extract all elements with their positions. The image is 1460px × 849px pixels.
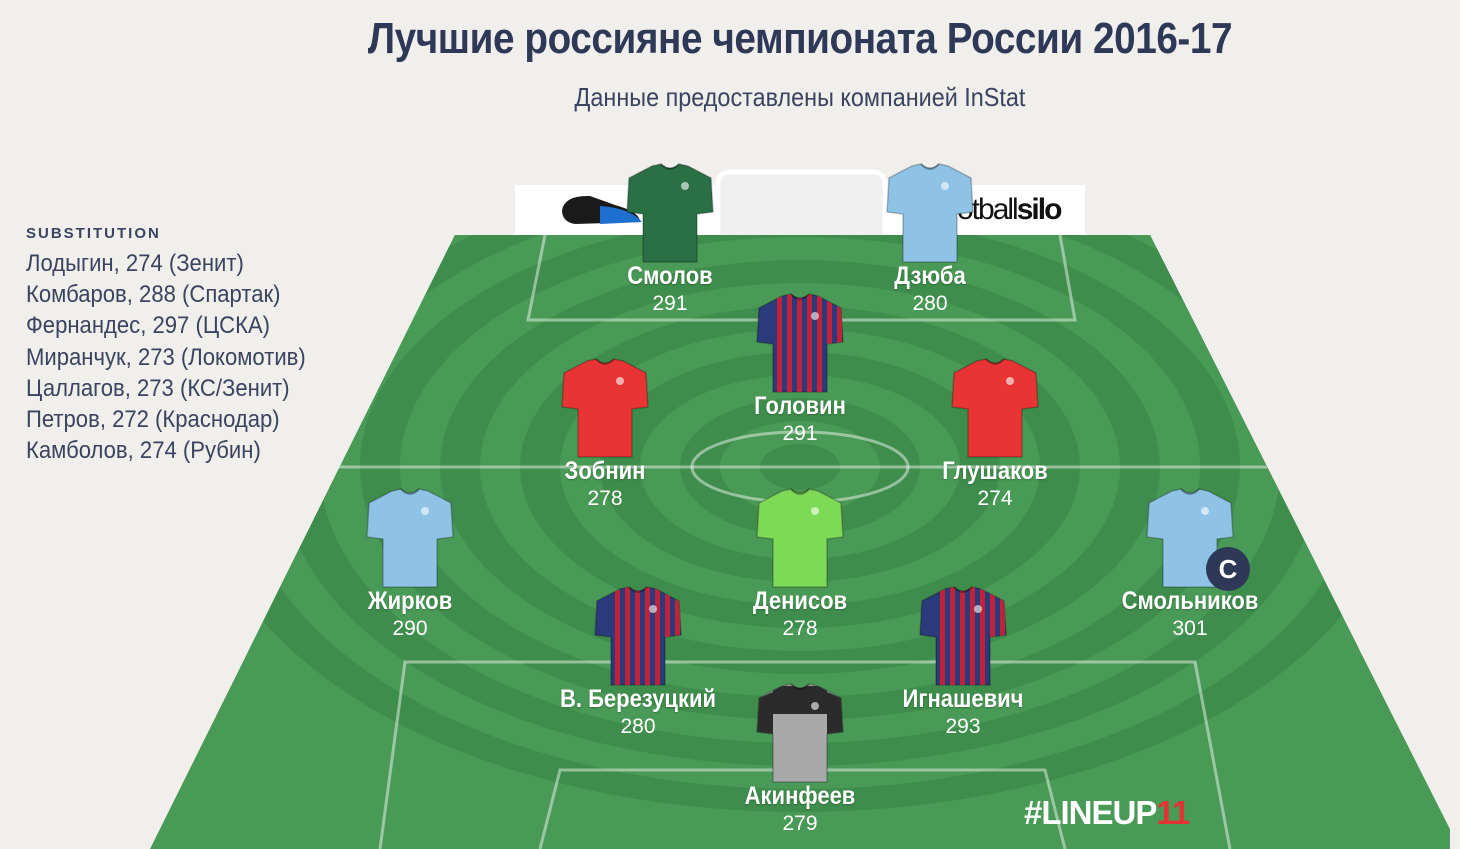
jersey-icon (886, 163, 974, 263)
lineup-hashtag: #LINEUP11 (1024, 794, 1190, 831)
player-rating: 274 (977, 487, 1013, 510)
player-rating: 278 (782, 617, 818, 640)
substitution-item: Фернандес, 297 (ЦСКА) (26, 312, 271, 340)
player-name: Глушаков (942, 457, 1048, 485)
substitution-item: Миранчук, 273 (Локомотив) (26, 343, 306, 371)
player-card: Дзюба 280 (830, 162, 1030, 316)
substitution-heading: SUBSTITUTION (26, 225, 161, 242)
jersey-icon (561, 358, 649, 458)
substitution-item: Петров, 272 (Краснодар) (26, 406, 280, 434)
player-rating: 279 (782, 812, 818, 835)
player-rating: 280 (912, 292, 948, 315)
player-card: Зобнин 278 (505, 357, 705, 511)
substitution-item: Цаллагов, 273 (КС/Зенит) (26, 374, 290, 402)
player-card: Акинфеев 279 (700, 682, 900, 836)
jersey-icon (756, 293, 844, 393)
player-name: Игнашевич (902, 685, 1024, 713)
player-name: Дзюба (894, 262, 966, 290)
jersey-icon (594, 586, 682, 686)
player-rating: 291 (652, 292, 688, 315)
player-card: Головин 291 (700, 292, 900, 446)
player-name: Смольников (1121, 587, 1259, 615)
player-card: Глушаков 274 (895, 357, 1095, 511)
jersey-icon (366, 488, 454, 588)
player-rating: 301 (1172, 617, 1208, 640)
boot-icon (562, 195, 642, 224)
player-rating: 278 (587, 487, 623, 510)
player-card: В. Березуцкий 280 (538, 585, 738, 739)
goal-frame (715, 169, 888, 237)
substitution-item: Лодыгин, 274 (Зенит) (26, 250, 244, 277)
page-title: Лучшие россияне чемпионата России 2016-1… (367, 14, 1233, 63)
player-name: Акинфеев (744, 782, 856, 810)
player-card: Игнашевич 293 (863, 585, 1063, 739)
player-rating: 291 (782, 422, 818, 445)
jersey-icon (756, 488, 844, 588)
player-card: Смолов 291 (570, 162, 770, 316)
jersey-icon (919, 586, 1007, 686)
player-name: Жирков (367, 587, 453, 615)
player-name: Зобнин (564, 457, 646, 485)
player-name: В. Березуцкий (559, 685, 717, 713)
page-subtitle: Данные предоставлены компанией InStat (574, 82, 1026, 112)
player-card: Жирков 290 (310, 487, 510, 641)
player-rating: 290 (392, 617, 428, 640)
captain-badge: C (1206, 547, 1250, 591)
jersey-icon (756, 683, 844, 783)
player-name: Денисов (752, 587, 848, 615)
substitution-item: Камболов, 274 (Рубин) (26, 437, 261, 465)
player-rating: 280 (620, 715, 656, 738)
jersey-icon (626, 163, 714, 263)
substitution-item: Комбаров, 288 (Спартак) (26, 281, 281, 309)
player-card: Денисов 278 (700, 487, 900, 641)
player-name: Головин (754, 392, 846, 420)
player-name: Смолов (627, 262, 713, 290)
jersey-icon (951, 358, 1039, 458)
substitution-list: SUBSTITUTION Лодыгин, 274 (Зенит) Комбар… (26, 225, 330, 466)
player-card: Смольников 301 (1090, 487, 1290, 641)
player-rating: 293 (945, 715, 981, 738)
